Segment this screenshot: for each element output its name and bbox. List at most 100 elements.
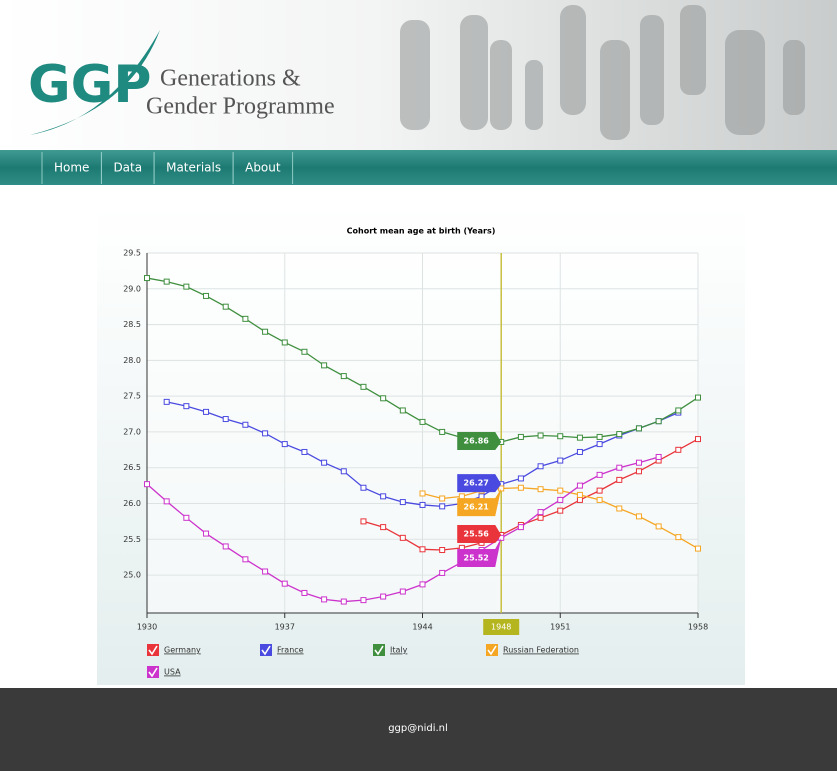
data-point (243, 557, 248, 562)
data-point (243, 316, 248, 321)
x-tick-label: 1951 (550, 623, 570, 632)
tooltip-value: 26.86 (464, 436, 490, 445)
data-point (223, 544, 228, 549)
data-point (381, 525, 386, 530)
data-point (479, 494, 484, 499)
legend-checkbox[interactable] (260, 644, 272, 656)
data-point (361, 519, 366, 524)
data-point (223, 417, 228, 422)
legend-label[interactable]: USA (164, 668, 181, 677)
data-point (577, 497, 582, 502)
data-point (145, 276, 150, 281)
data-point (538, 510, 543, 515)
data-point (597, 497, 602, 502)
data-point (440, 570, 445, 575)
data-point (538, 433, 543, 438)
legend-label[interactable]: Russian Federation (503, 646, 579, 655)
data-point (577, 449, 582, 454)
legend-checkbox[interactable] (147, 644, 159, 656)
data-point (636, 426, 641, 431)
data-point (282, 581, 287, 586)
data-point (341, 469, 346, 474)
data-point (440, 429, 445, 434)
data-point (420, 547, 425, 552)
tooltip-value: 25.52 (464, 553, 489, 562)
y-tick-label: 28.0 (123, 356, 141, 365)
nav-item[interactable]: Home (54, 161, 89, 175)
data-point (204, 409, 209, 414)
nav-item[interactable]: Materials (166, 161, 221, 175)
data-point (420, 491, 425, 496)
data-point (263, 569, 268, 574)
data-point (617, 465, 622, 470)
data-point (322, 460, 327, 465)
data-point (636, 514, 641, 519)
y-tick-label: 25.5 (123, 535, 141, 544)
data-point (440, 496, 445, 501)
data-point (282, 340, 287, 345)
data-point (381, 594, 386, 599)
data-point (617, 432, 622, 437)
data-point (204, 293, 209, 298)
data-point (597, 472, 602, 477)
data-point (400, 500, 405, 505)
data-point (656, 419, 661, 424)
legend-label[interactable]: France (277, 646, 304, 655)
data-point (164, 399, 169, 404)
nav-item[interactable]: About (245, 161, 281, 175)
data-point (676, 408, 681, 413)
data-point (184, 404, 189, 409)
data-point (538, 487, 543, 492)
data-point (636, 469, 641, 474)
site-title: Gender Programme (146, 94, 335, 120)
data-point (302, 449, 307, 454)
data-point (538, 515, 543, 520)
data-point (302, 349, 307, 354)
footer-email[interactable]: ggp@nidi.nl (388, 723, 448, 734)
y-tick-label: 27.0 (123, 427, 141, 436)
data-point (597, 434, 602, 439)
data-point (558, 458, 563, 463)
data-point (263, 329, 268, 334)
data-point (440, 548, 445, 553)
data-point (636, 460, 641, 465)
crosshair-label: 1948 (491, 623, 511, 632)
data-point (322, 363, 327, 368)
data-point (617, 477, 622, 482)
data-point (361, 485, 366, 490)
tooltip-value: 26.27 (464, 479, 489, 488)
data-point (518, 485, 523, 490)
data-point (420, 502, 425, 507)
data-point (518, 476, 523, 481)
data-point (341, 374, 346, 379)
legend-checkbox[interactable] (373, 644, 385, 656)
legend-checkbox[interactable] (486, 644, 498, 656)
data-point (400, 408, 405, 413)
legend-label[interactable]: Germany (164, 646, 201, 655)
data-point (676, 447, 681, 452)
data-point (302, 590, 307, 595)
data-point (420, 582, 425, 587)
data-point (243, 422, 248, 427)
tooltip-value: 26.21 (464, 503, 490, 512)
data-point (597, 442, 602, 447)
y-tick-label: 29.0 (123, 284, 141, 293)
data-point (145, 482, 150, 487)
data-point (558, 434, 563, 439)
data-point (440, 504, 445, 509)
data-point (400, 535, 405, 540)
tooltip-value: 25.56 (464, 529, 490, 538)
data-point (204, 531, 209, 536)
x-tick-label: 1930 (137, 623, 157, 632)
data-point (518, 434, 523, 439)
data-point (577, 483, 582, 488)
data-point (518, 525, 523, 530)
nav-item[interactable]: Data (113, 161, 142, 175)
x-tick-label: 1944 (412, 623, 432, 632)
y-tick-label: 27.5 (123, 392, 141, 401)
data-point (558, 488, 563, 493)
data-point (282, 442, 287, 447)
legend-checkbox[interactable] (147, 666, 159, 678)
y-tick-label: 26.0 (123, 499, 141, 508)
legend-label[interactable]: Italy (390, 646, 408, 655)
